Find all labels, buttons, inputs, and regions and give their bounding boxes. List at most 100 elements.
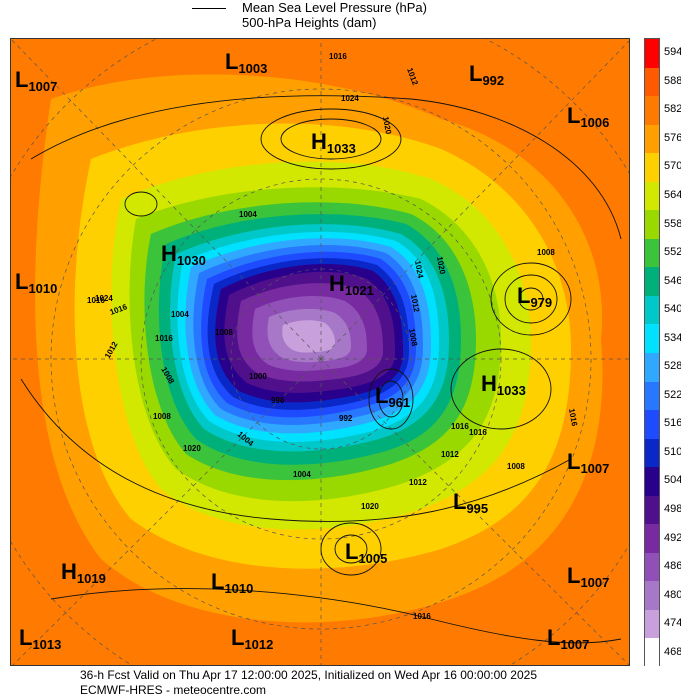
- colorbar-segment: [645, 39, 659, 69]
- isobar-label: 1016: [155, 334, 173, 343]
- isobar-label: 1020: [381, 116, 393, 136]
- isobar-label: 1004: [171, 310, 189, 319]
- map-canvas: L1007 L1003 L992 L1006 H1033 H1030 L1010…: [11, 39, 629, 665]
- pressure-system-label: L1007: [547, 625, 589, 652]
- isobar-label: 1016: [329, 52, 347, 61]
- isobar-label: 1016: [567, 408, 579, 428]
- isobar-label: 1004: [293, 470, 311, 479]
- isobar-label: 1008: [215, 328, 233, 337]
- valid-time-text: 36-h Fcst Valid on Thu Apr 17 12:00:00 2…: [80, 668, 537, 682]
- isobar-label: 1008: [537, 248, 555, 257]
- pressure-system-label: L1007: [567, 449, 609, 476]
- isobar-label: 1004: [239, 210, 257, 219]
- pressure-system-labels: L1007 L1003 L992 L1006 H1033 H1030 L1010…: [15, 49, 609, 652]
- pressure-system-label: L1012: [231, 625, 273, 652]
- pressure-system-label: H1030: [161, 241, 206, 268]
- colorbar-tick-label: 516: [664, 417, 681, 430]
- pressure-system-label: H1019: [61, 559, 106, 586]
- colorbar-tick-label: 492: [664, 531, 681, 544]
- colorbar-tick-label: 486: [664, 560, 681, 573]
- isobar-label: 1008: [507, 462, 525, 471]
- isobar-label: 1016: [451, 422, 469, 431]
- pressure-system-label: L1010: [15, 269, 57, 296]
- colorbar-tick-label: 540: [664, 303, 681, 316]
- pressure-system-label: L1013: [19, 625, 61, 652]
- pressure-system-label: L995: [453, 489, 488, 516]
- colorbar-tick-label: 552: [664, 246, 681, 259]
- isobar-label: 1016: [469, 428, 487, 437]
- pressure-system-label: L1007: [15, 67, 57, 94]
- isobar-label: 1008: [153, 412, 171, 421]
- pressure-system-label: L1003: [225, 49, 267, 76]
- colorbar-segment: [645, 495, 659, 525]
- forecast-footer: 36-h Fcst Valid on Thu Apr 17 12:00:00 2…: [80, 668, 537, 698]
- isobar-label: 1016: [413, 612, 431, 621]
- colorbar-tick-label: 594: [664, 46, 681, 59]
- isobar-label: 1024: [413, 260, 425, 280]
- legend-heights-label: 500-hPa Heights (dam): [242, 15, 377, 30]
- colorbar-segment: [645, 96, 659, 126]
- isobars: [20, 95, 622, 644]
- isobar-label: 1008: [407, 328, 419, 348]
- colorbar-segment: [645, 238, 659, 268]
- colorbar-segment: [645, 381, 659, 411]
- pressure-system-label: L1010: [211, 569, 253, 596]
- height-field-474: [282, 320, 335, 353]
- colorbar-segment: [645, 581, 659, 611]
- colorbar-tick-label: 588: [664, 74, 681, 87]
- colorbar-segment: [645, 638, 659, 668]
- pressure-system-label: L1007: [567, 563, 609, 590]
- colorbar-tick-label: 510: [664, 445, 681, 458]
- colorbar-tick-label: 570: [664, 160, 681, 173]
- colorbar-segment: [645, 267, 659, 297]
- colorbar-tick-label: 534: [664, 331, 681, 344]
- isobar-label: 1020: [435, 256, 447, 276]
- pressure-system-label: H1033: [311, 129, 356, 156]
- isobar-label: 1024: [95, 294, 113, 303]
- pressure-system-label: L992: [469, 61, 504, 88]
- colorbar-tick-label: 468: [664, 645, 681, 658]
- colorbar-tick-label: 498: [664, 503, 681, 515]
- colorbar-segment: [645, 524, 659, 554]
- height-colorbar: [644, 38, 660, 668]
- isobar-legend-line: [192, 8, 226, 9]
- colorbar-tick-label: 480: [664, 588, 681, 601]
- isobar-label: 992: [339, 414, 353, 423]
- colorbar-segment: [645, 353, 659, 383]
- colorbar-segment: [645, 467, 659, 497]
- colorbar-tick-label: 576: [664, 131, 681, 144]
- colorbar-tick-label: 474: [664, 617, 681, 630]
- isobar-label: 1016: [87, 296, 105, 305]
- forecast-map[interactable]: L1007 L1003 L992 L1006 H1033 H1030 L1010…: [10, 38, 630, 666]
- isobar-label: 1020: [183, 444, 201, 453]
- colorbar-segment: [645, 181, 659, 211]
- colorbar-tick-label: 558: [664, 217, 681, 230]
- pressure-system-label: H1021: [329, 271, 374, 298]
- colorbar-segment: [645, 295, 659, 325]
- colorbar-segment: [645, 67, 659, 97]
- isobar-label: 1000: [249, 372, 267, 381]
- colorbar-tick-label: 564: [664, 189, 681, 201]
- colorbar-segment: [645, 324, 659, 354]
- pressure-system-label: H1033: [481, 371, 526, 398]
- colorbar-segment: [645, 438, 659, 468]
- pressure-system-label: L1006: [567, 103, 609, 130]
- pressure-system-label: L1005: [345, 539, 387, 566]
- colorbar-tick-label: 522: [664, 388, 681, 401]
- source-text: ECMWF-HRES - meteocentre.com: [80, 683, 267, 697]
- colorbar-segment: [645, 210, 659, 240]
- isobar-label: 1020: [361, 502, 379, 511]
- colorbar-segment: [645, 609, 659, 639]
- isobar-label: 1012: [441, 450, 459, 459]
- colorbar-tick-label: 582: [664, 103, 681, 116]
- isobar-label: 1012: [409, 478, 427, 487]
- colorbar-segment: [645, 153, 659, 183]
- legend-mslp-label: Mean Sea Level Pressure (hPa): [242, 0, 427, 15]
- colorbar-segment: [645, 410, 659, 440]
- colorbar-segment: [645, 124, 659, 154]
- isobar-label: 1024: [341, 94, 359, 103]
- graticule: [11, 39, 629, 665]
- colorbar-tick-label: 528: [664, 360, 681, 373]
- isobar-label: 1012: [409, 294, 421, 314]
- colorbar-tick-label: 546: [664, 274, 681, 287]
